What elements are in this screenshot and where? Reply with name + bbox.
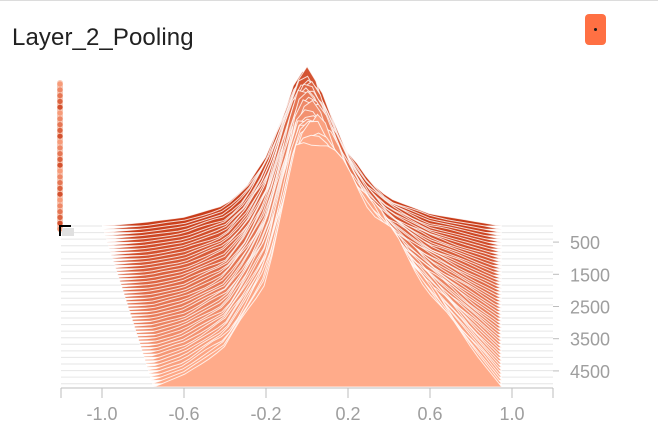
x-tick-label: -0.6 <box>168 404 199 424</box>
step-tick-label: 4500 <box>570 362 610 382</box>
scrubber-bead <box>57 122 63 128</box>
scrubber-bead <box>57 162 63 168</box>
scrubber-bead <box>57 133 63 139</box>
scrubber-bead <box>57 116 63 122</box>
step-tick-label: 500 <box>570 233 600 253</box>
x-tick-label: -0.2 <box>250 404 281 424</box>
scrubber-bead <box>57 104 63 110</box>
scrubber-bead <box>57 168 63 174</box>
x-tick-label: 0.6 <box>417 404 442 424</box>
card-title: Layer_2_Pooling <box>12 24 194 51</box>
scrubber-bead <box>57 209 63 215</box>
scrubber-bead <box>57 191 63 197</box>
step-tick-label: 3500 <box>570 330 610 350</box>
scrubber-bead <box>57 185 63 191</box>
x-axis: -1.0 -0.6 -0.2 0.2 0.6 1.0 <box>60 387 554 424</box>
scrubber-bead <box>57 197 63 203</box>
scrubber-bead <box>57 98 63 104</box>
x-tick-label: 1.0 <box>499 404 524 424</box>
top-divider <box>0 0 658 1</box>
scrubber-bead <box>57 87 63 93</box>
card-menu-button[interactable] <box>585 14 606 45</box>
histogram-slice <box>153 142 503 388</box>
step-tick-label: 2500 <box>570 298 610 318</box>
scrubber-bead <box>57 127 63 133</box>
scrubber-bead <box>57 151 63 157</box>
scrubber-bead <box>57 214 63 220</box>
scrubber-bead <box>57 139 63 145</box>
scrubber-bead <box>57 145 63 151</box>
scrubber-bead <box>57 180 63 186</box>
x-tick-label: 0.2 <box>335 404 360 424</box>
more-dot-icon <box>594 28 597 31</box>
scrubber-bead <box>57 156 63 162</box>
step-tick-label: 1500 <box>570 265 610 285</box>
scrubber-marker-box <box>62 228 74 236</box>
scrubber-bead <box>57 174 63 180</box>
scrubber-bead <box>57 81 63 87</box>
scrubber-bead <box>57 110 63 116</box>
x-tick-label: -1.0 <box>86 404 117 424</box>
histogram-slices <box>61 65 553 388</box>
step-scrubber[interactable] <box>57 80 74 236</box>
scrubber-bead <box>57 203 63 209</box>
scrubber-bead <box>57 93 63 99</box>
step-axis: 500 1500 2500 3500 4500 <box>553 233 610 382</box>
scrubber-corner-marker <box>59 225 71 236</box>
scrubber-bead <box>57 220 63 226</box>
